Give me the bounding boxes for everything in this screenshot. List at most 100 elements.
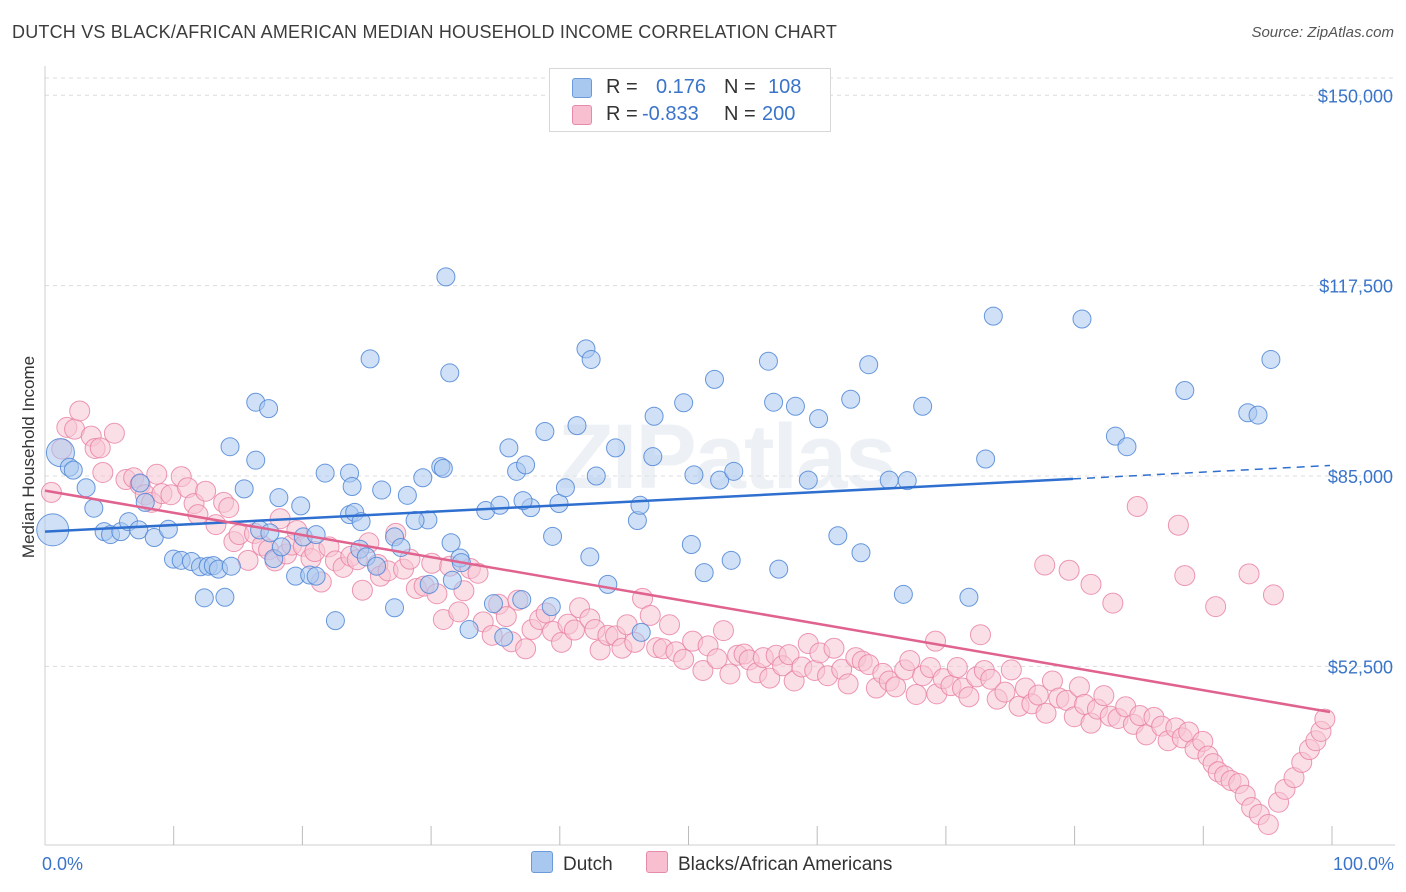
dutch-point: [543, 526, 563, 546]
black-point: [1167, 514, 1189, 536]
dutch-point: [828, 526, 848, 546]
dutch-point: [684, 465, 704, 485]
dutch-point: [315, 463, 335, 483]
black-point: [103, 422, 125, 444]
dutch-point: [798, 470, 818, 490]
black-point: [1068, 676, 1090, 698]
dutch-point: [499, 438, 519, 458]
black-point: [885, 676, 907, 698]
black-point: [969, 624, 991, 646]
bottom-legend-swatch-black: [646, 851, 668, 873]
legend-swatch-black: [572, 105, 592, 125]
dutch-point: [535, 421, 555, 441]
legend-r-label: R =: [606, 103, 638, 125]
dutch-point: [436, 267, 456, 287]
dutch-point: [413, 468, 433, 488]
dutch-point: [567, 416, 587, 436]
dutch-point: [606, 438, 626, 458]
black-point: [92, 461, 114, 483]
black-point: [195, 480, 217, 502]
black-point: [1093, 685, 1115, 707]
black-point: [639, 604, 661, 626]
watermark: ZIPatlas: [558, 406, 895, 508]
dutch-point: [893, 584, 913, 604]
dutch-point: [351, 512, 371, 532]
dutch-point: [598, 574, 618, 594]
bottom-legend-dutch: Dutch: [531, 851, 613, 876]
dutch-point: [959, 587, 979, 607]
black-point: [218, 497, 240, 519]
dutch-point: [215, 587, 235, 607]
legend-swatch-dutch: [572, 78, 592, 98]
y-tick-label: $52,500: [1328, 657, 1393, 677]
black-point: [1102, 592, 1124, 614]
black-point: [89, 437, 111, 459]
dutch-point: [385, 598, 405, 618]
black-point: [980, 668, 1002, 690]
dutch-point: [440, 363, 460, 383]
dutch-point: [785, 396, 805, 416]
source-label: Source: ZipAtlas.com: [1251, 24, 1394, 41]
dutch-point: [342, 477, 362, 497]
dutch-point: [769, 559, 789, 579]
bottom-legend-black: Blacks/African Americans: [646, 851, 892, 876]
dutch-point: [1261, 349, 1281, 369]
black-point: [1174, 565, 1196, 587]
dutch-point: [644, 406, 664, 426]
dutch-point: [490, 495, 510, 515]
dutch-point: [367, 556, 387, 576]
y-tick-labels: $150,000 $117,500 $85,000 $52,500: [1318, 86, 1393, 677]
black-point: [1262, 584, 1284, 606]
black-point: [706, 648, 728, 670]
legend-r-label: R =: [606, 76, 638, 98]
dutch-point: [710, 470, 730, 490]
dutch-point: [681, 535, 701, 555]
dutch-point: [1175, 380, 1195, 400]
dutch-point: [84, 498, 104, 518]
dutch-point: [851, 543, 871, 563]
black-point: [712, 620, 734, 642]
dutch-point: [643, 447, 663, 467]
dutch-point: [360, 349, 380, 369]
dutch-point: [442, 570, 462, 590]
dutch-point: [130, 473, 150, 493]
black-point: [1035, 702, 1057, 724]
black-point: [946, 657, 968, 679]
trend-lines: [44, 464, 1331, 714]
legend-n-value: 108: [768, 76, 802, 98]
correlation-legend: R = 0.176 N = 108 R = -0.833 N = 200: [549, 68, 831, 132]
black-point: [146, 463, 168, 485]
dutch-point: [63, 460, 83, 480]
dutch-point: [433, 458, 453, 478]
dutch-point: [269, 488, 289, 508]
dutch-point: [555, 478, 575, 498]
dutch-point: [419, 574, 439, 594]
x-tick-labels: 0.0% 100.0%: [42, 854, 1394, 874]
black-trend-line: [44, 489, 1331, 714]
dutch-point: [541, 597, 561, 617]
dutch-point: [581, 349, 601, 369]
dutch-point: [144, 528, 164, 547]
black-point: [1034, 554, 1056, 576]
dutch-point: [549, 494, 569, 514]
black-point: [1257, 814, 1279, 835]
dutch-point: [764, 392, 784, 412]
dutch-point: [306, 566, 326, 586]
legend-n-value: 200: [762, 103, 796, 125]
dutch-point: [586, 466, 606, 486]
y-tick-label: $85,000: [1328, 467, 1393, 487]
dutch-point: [397, 485, 417, 505]
black-point: [1000, 659, 1022, 681]
black-point: [778, 644, 800, 666]
black-point: [563, 619, 585, 641]
black-point: [659, 614, 681, 636]
bottom-legend-swatch-dutch: [531, 851, 553, 873]
black-point: [1126, 495, 1148, 517]
bottom-legend-label-dutch: Dutch: [563, 854, 613, 875]
dutch-point: [494, 627, 514, 647]
black-point: [823, 637, 845, 659]
black-point: [925, 630, 947, 652]
dutch-point: [246, 450, 266, 470]
dutch-point: [441, 533, 461, 553]
